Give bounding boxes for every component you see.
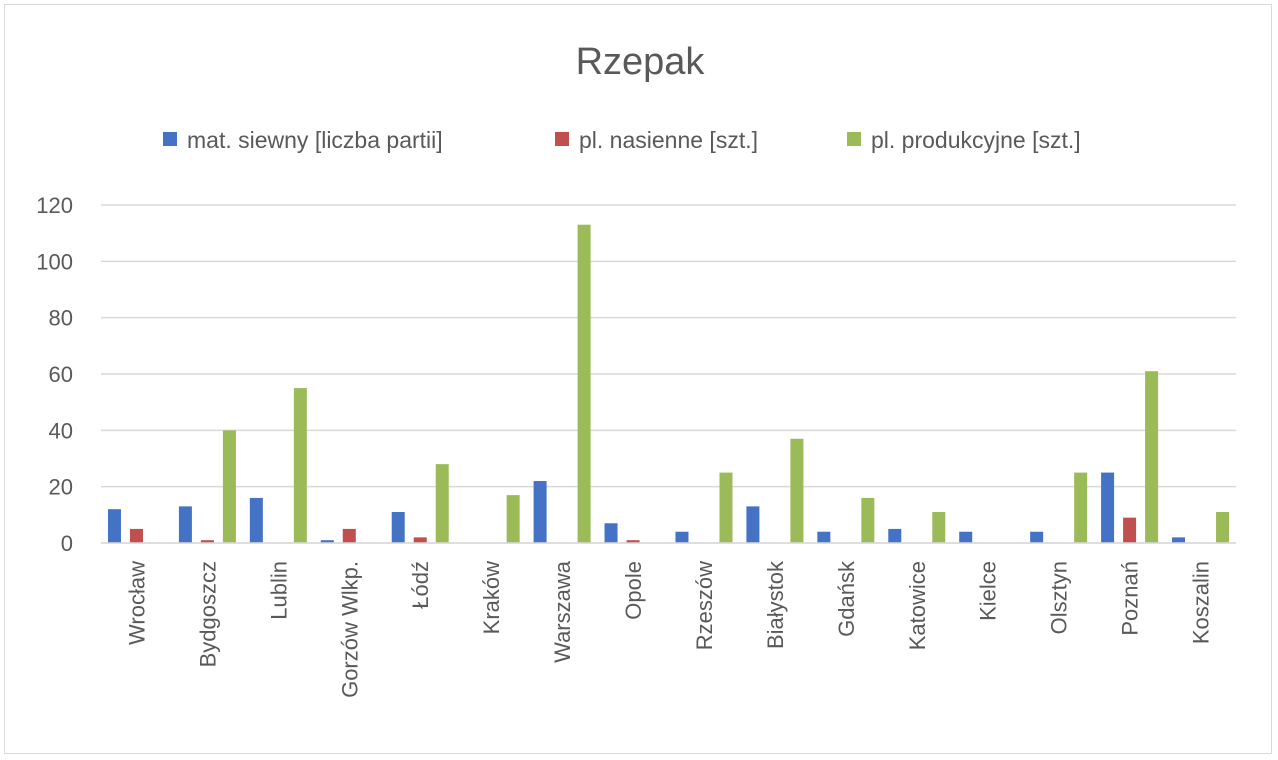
bar-0 <box>1030 531 1044 543</box>
bar-2 <box>577 224 591 543</box>
bar-2 <box>1074 472 1088 543</box>
y-tick-label: 120 <box>36 193 73 218</box>
bar-1 <box>626 540 640 543</box>
bar-0 <box>817 531 831 543</box>
bar-0 <box>675 531 689 543</box>
bar-0 <box>178 506 192 543</box>
legend-label: pl. produkcyjne [szt.] <box>871 127 1081 153</box>
chart-title: Rzepak <box>576 41 706 83</box>
gridlines <box>101 204 1236 544</box>
legend-label: pl. nasienne [szt.] <box>579 127 758 153</box>
x-axis: Wrocław Bydgoszcz Lublin Gorzów Wlkp. Łódź Kr… <box>101 542 1236 698</box>
bar-0 <box>533 481 547 543</box>
bar-2 <box>435 464 449 543</box>
y-tick-label: 100 <box>36 249 73 274</box>
x-tick-label: Rzeszów <box>692 561 717 650</box>
legend-swatch <box>847 132 861 146</box>
x-tick-label: Opole <box>621 561 646 620</box>
y-tick-label: 40 <box>49 418 73 443</box>
y-tick-label: 60 <box>49 362 73 387</box>
y-tick-label: 80 <box>49 306 73 331</box>
x-tick-label: Białystok <box>763 560 788 649</box>
x-tick-label: Kielce <box>976 561 1001 621</box>
y-axis: 0 20 40 60 80 100 120 <box>36 193 73 556</box>
bar-1 <box>129 528 143 543</box>
x-tick-label: Kraków <box>479 561 504 634</box>
bar-0 <box>107 509 121 543</box>
bars <box>107 224 1230 543</box>
bar-0 <box>1172 537 1186 543</box>
y-tick-label: 20 <box>49 475 73 500</box>
bar-2 <box>222 430 236 543</box>
bar-chart: Rzepak mat. siewny [liczba partii] pl. na… <box>36 41 1236 698</box>
bar-0 <box>391 512 405 543</box>
bar-0 <box>746 506 760 543</box>
bar-2 <box>1145 371 1159 543</box>
legend: mat. siewny [liczba partii] pl. nasienne … <box>163 127 1081 153</box>
bar-0 <box>959 531 973 543</box>
bar-0 <box>249 497 263 543</box>
bar-2 <box>1216 512 1230 543</box>
bar-1 <box>413 537 427 543</box>
x-tick-label: Wrocław <box>124 561 149 645</box>
x-tick-label: Katowice <box>905 561 930 650</box>
x-tick-label: Koszalin <box>1189 561 1214 644</box>
bar-0 <box>320 540 334 543</box>
bar-1 <box>342 528 356 543</box>
bar-1 <box>200 540 214 543</box>
x-tick-label: Poznań <box>1118 561 1143 636</box>
x-tick-label: Łódź <box>408 561 433 609</box>
bar-0 <box>604 523 618 543</box>
x-tick-label: Olsztyn <box>1047 561 1072 634</box>
legend-swatch <box>555 132 569 146</box>
bar-2 <box>861 497 875 543</box>
x-tick-label: Gorzów Wlkp. <box>337 561 362 698</box>
x-tick-label: Warszawa <box>550 560 575 663</box>
chart-frame: Rzepak mat. siewny [liczba partii] pl. na… <box>4 4 1272 754</box>
bar-1 <box>1123 517 1137 543</box>
bar-2 <box>790 438 804 543</box>
x-tick-label: Bydgoszcz <box>195 561 220 667</box>
y-tick-label: 0 <box>61 531 73 556</box>
x-tick-label: Lublin <box>266 561 291 620</box>
legend-swatch <box>163 132 177 146</box>
bar-2 <box>719 472 733 543</box>
bar-2 <box>506 495 520 543</box>
bar-2 <box>293 388 307 543</box>
bar-0 <box>888 528 902 543</box>
x-tick-label: Gdańsk <box>834 560 859 637</box>
bar-0 <box>1101 472 1115 543</box>
legend-label: mat. siewny [liczba partii] <box>187 127 443 153</box>
bar-2 <box>932 512 946 543</box>
